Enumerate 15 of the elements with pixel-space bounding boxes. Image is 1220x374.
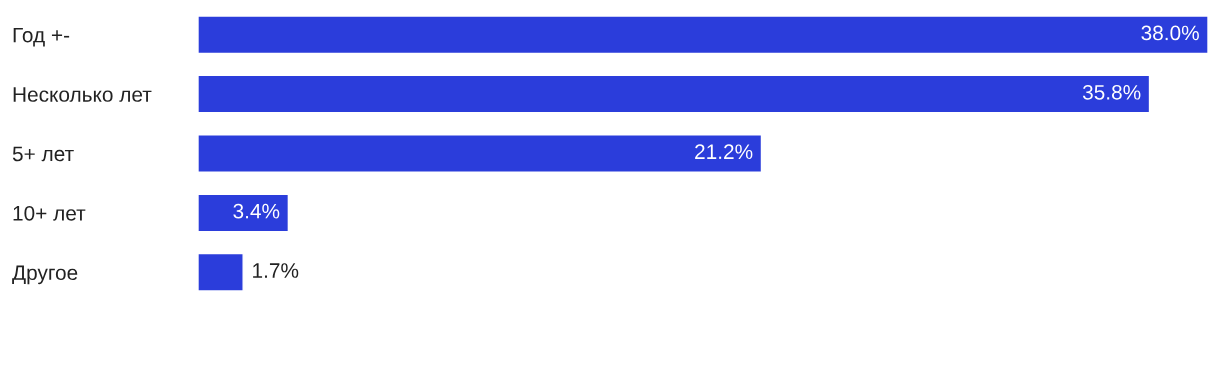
y-tick-label: Год +-	[13, 27, 70, 47]
y-tick-label: 10+ лет	[13, 205, 86, 221]
bar	[198, 252, 244, 292]
bar	[198, 74, 1151, 114]
bar	[198, 15, 1208, 55]
y-tick-label: 5+ лет	[12, 146, 74, 162]
bar	[198, 134, 763, 173]
y-tick-label: Несколько лет	[13, 87, 152, 102]
data-label: 3.4%	[233, 203, 280, 219]
data-label: 1.7%	[253, 263, 299, 278]
data-label: 38.0%	[1141, 25, 1199, 41]
data-label: 35.8%	[1082, 84, 1141, 100]
y-tick-label: Другое	[12, 265, 78, 285]
data-label: 21.2%	[695, 144, 753, 160]
bar	[198, 193, 290, 233]
